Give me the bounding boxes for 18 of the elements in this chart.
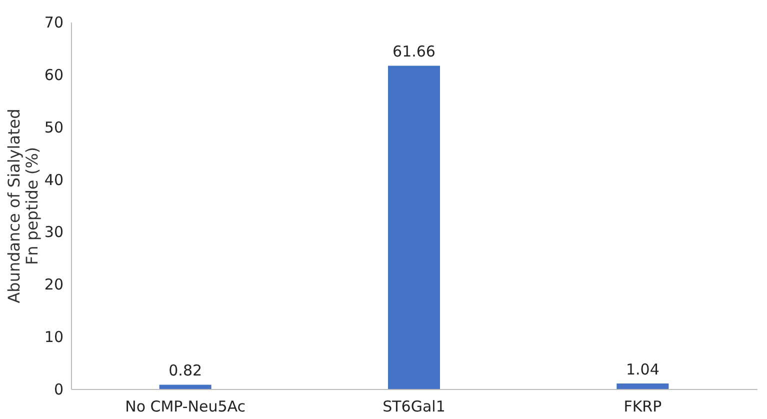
- data-label: 1.04: [626, 360, 660, 379]
- data-label: 61.66: [392, 42, 436, 61]
- y-tick-label: 20: [44, 276, 64, 294]
- y-tick-label: 50: [44, 118, 64, 136]
- y-axis-title: Abundance of Sialylated Fn peptide (%): [4, 108, 42, 304]
- y-tick-label: 70: [44, 14, 64, 32]
- data-label: 0.82: [168, 362, 202, 380]
- bar: [159, 384, 212, 389]
- bar: [616, 384, 669, 389]
- x-tick-label: ST6Gal1: [382, 398, 446, 416]
- y-tick-label: 30: [44, 223, 64, 242]
- y-tick-label: 10: [44, 328, 64, 346]
- y-tick-label: 40: [44, 170, 64, 189]
- y-tick-label: 60: [44, 66, 64, 84]
- bar: [388, 66, 440, 389]
- y-tick-label: 0: [54, 380, 64, 398]
- x-tick-label: No CMP-Neu5Ac: [125, 398, 246, 416]
- x-tick-label: FKRP: [624, 398, 662, 416]
